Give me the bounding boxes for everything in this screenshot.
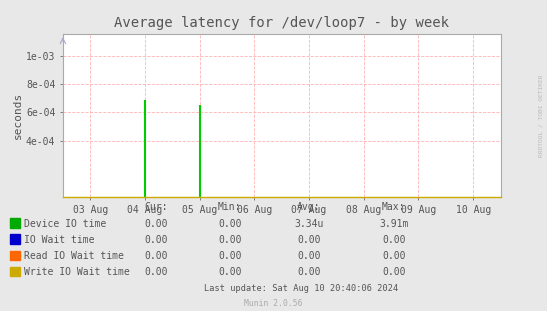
Text: 0.00: 0.00	[144, 219, 167, 229]
Text: Last update: Sat Aug 10 20:40:06 2024: Last update: Sat Aug 10 20:40:06 2024	[203, 284, 398, 293]
Text: 3.91m: 3.91m	[379, 219, 409, 229]
Text: 0.00: 0.00	[382, 235, 405, 245]
Text: 0.00: 0.00	[298, 267, 321, 277]
Text: Cur:: Cur:	[144, 202, 167, 212]
Text: 0.00: 0.00	[218, 267, 241, 277]
Text: 0.00: 0.00	[144, 267, 167, 277]
Text: 0.00: 0.00	[218, 251, 241, 261]
Text: Max:: Max:	[382, 202, 405, 212]
Text: 3.34u: 3.34u	[294, 219, 324, 229]
Text: Avg:: Avg:	[298, 202, 321, 212]
Text: 0.00: 0.00	[382, 267, 405, 277]
Text: 0.00: 0.00	[298, 235, 321, 245]
Y-axis label: seconds: seconds	[13, 92, 23, 139]
Title: Average latency for /dev/loop7 - by week: Average latency for /dev/loop7 - by week	[114, 16, 449, 30]
Text: IO Wait time: IO Wait time	[24, 235, 94, 245]
Text: 0.00: 0.00	[218, 235, 241, 245]
Text: 0.00: 0.00	[382, 251, 405, 261]
Text: Munin 2.0.56: Munin 2.0.56	[245, 299, 302, 308]
Text: 0.00: 0.00	[144, 235, 167, 245]
Text: Write IO Wait time: Write IO Wait time	[24, 267, 129, 277]
Text: Min:: Min:	[218, 202, 241, 212]
Text: Device IO time: Device IO time	[24, 219, 106, 229]
Text: 0.00: 0.00	[298, 251, 321, 261]
Text: 0.00: 0.00	[218, 219, 241, 229]
Text: Read IO Wait time: Read IO Wait time	[24, 251, 124, 261]
Text: RRDTOOL / TOBI OETIKER: RRDTOOL / TOBI OETIKER	[538, 75, 543, 157]
Text: 0.00: 0.00	[144, 251, 167, 261]
